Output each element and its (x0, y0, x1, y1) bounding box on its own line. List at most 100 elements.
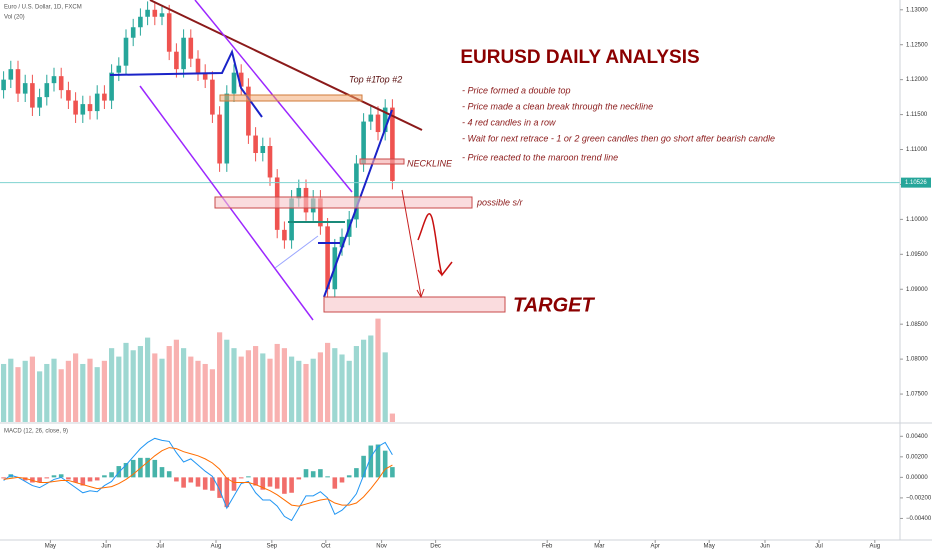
candle-body (210, 79, 215, 115)
candle-body (159, 13, 165, 17)
macd-histogram-bar (145, 457, 150, 478)
volume-bar (37, 371, 43, 422)
candle-body (202, 72, 208, 80)
candle-body (174, 51, 179, 70)
candle-body (152, 9, 158, 17)
candle-body (87, 104, 93, 112)
candle-body (30, 83, 35, 108)
candle-body (217, 114, 222, 164)
candle-body (130, 27, 136, 38)
volume-bar (51, 358, 57, 422)
volume-bar (152, 353, 158, 422)
target-zone (323, 296, 506, 313)
y-tick-label: 1.11500 (906, 112, 928, 118)
candle-body (138, 16, 143, 28)
candle-body (339, 236, 345, 248)
volume-bar (209, 369, 215, 422)
macd-histogram-bar (289, 477, 294, 493)
macd-histogram-bar (354, 468, 359, 478)
support-label: possible s/r (476, 197, 524, 207)
macd-histogram-bar (195, 477, 201, 487)
volume-bar (245, 350, 251, 422)
macd-y-tick-label: 0.00000 (906, 475, 928, 481)
top-label: Top #1 (349, 74, 376, 84)
candle-body (37, 97, 42, 108)
candle-body (238, 72, 244, 87)
x-tick-label: Oct (321, 544, 331, 550)
macd-title: MACD (12, 26, close, 9) (4, 429, 68, 435)
macd-line (3, 447, 393, 507)
volume-bar (202, 363, 208, 422)
y-tick-label: 1.13000 (906, 7, 928, 13)
macd-histogram-bar (253, 477, 258, 486)
x-tick-label: Mar (594, 544, 604, 550)
volume-title: Vol (20) (4, 15, 25, 21)
y-tick-label: 1.07500 (906, 392, 928, 398)
candle-body (325, 226, 330, 290)
x-tick-label: Feb (542, 544, 553, 550)
volume-bar (289, 356, 295, 422)
volume-bar (224, 339, 230, 422)
macd-histogram-bar (37, 477, 42, 483)
macd-histogram-bar (303, 469, 309, 478)
macd-histogram-bar (375, 444, 381, 478)
candle-body (8, 69, 14, 80)
volume-bar (260, 353, 266, 422)
y-tick-label: 1.10000 (906, 217, 928, 223)
candle-body (253, 135, 258, 154)
macd-y-tick-label: −0.00200 (906, 495, 932, 501)
volume-bar (310, 358, 316, 422)
macd-histogram-bar (246, 476, 251, 478)
y-tick-label: 1.11000 (906, 147, 928, 153)
macd-histogram-bar (346, 475, 352, 478)
note: - Wait for next retrace - 1 or 2 green c… (462, 133, 775, 143)
x-tick-label: Jul (815, 544, 823, 550)
macd-y-tick-label: −0.00400 (906, 516, 932, 522)
candle-body (44, 83, 50, 98)
candle-body (109, 72, 114, 101)
blue-swing (109, 49, 263, 118)
note: - 4 red candles in a row (462, 117, 556, 127)
candle-body (375, 114, 381, 133)
volume-bar (346, 360, 352, 422)
candle-body (166, 13, 172, 52)
macd-histogram-bar (94, 477, 100, 481)
hand-drawn-arrow (417, 213, 453, 277)
candle-body (73, 100, 78, 115)
note: - Price reacted to the maroon trend line (462, 152, 618, 162)
last-price-tag (901, 177, 931, 188)
volume-bar (8, 358, 14, 422)
candle-body (267, 146, 273, 178)
x-tick-label: Jul (156, 544, 164, 550)
macd-histogram-bar (296, 477, 302, 480)
volume-bar (1, 363, 7, 422)
volume-bar (303, 363, 309, 422)
candle-body (1, 79, 6, 91)
macd-histogram-bar (66, 477, 71, 480)
candle-body (188, 37, 194, 59)
candle-body (51, 76, 57, 84)
volume-bar (217, 332, 223, 422)
top-label: Top #2 (375, 74, 402, 84)
volume-bar (166, 346, 172, 422)
candle-body (80, 104, 86, 115)
volume-bar (159, 358, 165, 422)
note: - Price formed a double top (462, 85, 571, 95)
candle-body (390, 107, 395, 181)
volume-bar (389, 413, 395, 422)
macd-histogram-bar (44, 477, 50, 479)
macd-histogram-bar (267, 477, 273, 487)
macd-histogram-bar (202, 477, 208, 490)
macd-histogram-bar (181, 477, 186, 488)
macd-histogram-bar (274, 477, 280, 489)
candle-body (260, 146, 266, 154)
x-tick-label: Dec (430, 544, 441, 550)
volume-bar (325, 342, 331, 422)
macd-histogram-bar (188, 477, 194, 483)
macd-histogram-bar (260, 477, 266, 490)
candle-body (22, 83, 28, 94)
marks (0, 1, 900, 522)
volume-bar (231, 348, 237, 422)
macd-y-tick-label: 0.00400 (906, 434, 928, 440)
